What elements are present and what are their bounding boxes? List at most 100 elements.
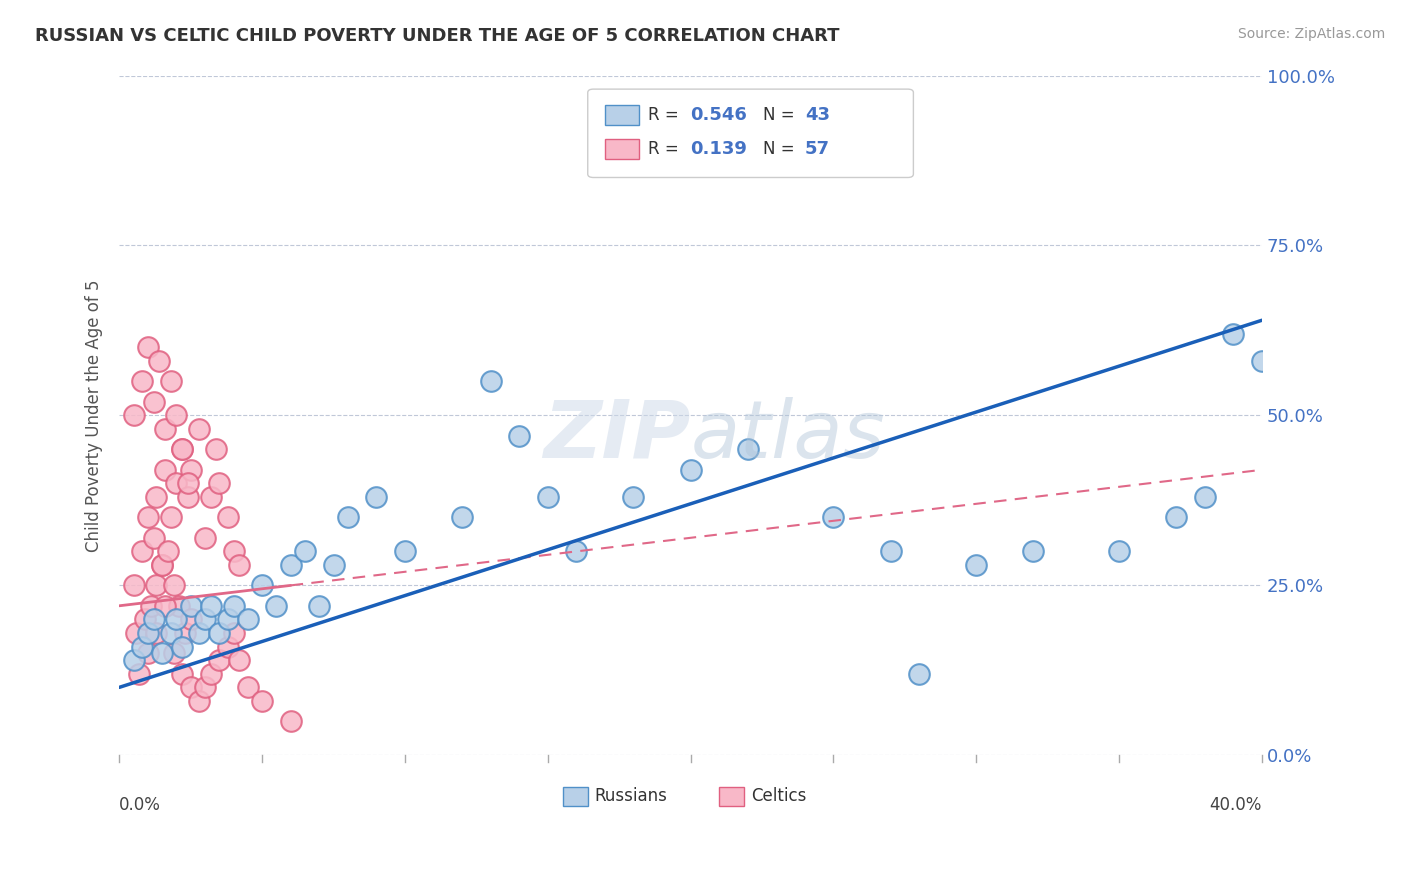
Point	[217, 510, 239, 524]
Point	[153, 599, 176, 613]
Text: N =: N =	[762, 140, 800, 158]
Point	[508, 429, 530, 443]
Point	[565, 544, 588, 558]
Point	[217, 612, 239, 626]
Point	[294, 544, 316, 558]
Point	[148, 354, 170, 368]
Text: Celtics: Celtics	[751, 787, 807, 805]
Point	[128, 666, 150, 681]
Point	[228, 558, 250, 572]
Point	[208, 476, 231, 491]
Point	[180, 463, 202, 477]
Point	[250, 578, 273, 592]
Point	[623, 490, 645, 504]
Point	[136, 510, 159, 524]
Text: 0.546: 0.546	[690, 106, 748, 124]
Point	[180, 612, 202, 626]
Point	[479, 375, 502, 389]
Point	[145, 490, 167, 504]
Point	[537, 490, 560, 504]
Point	[122, 578, 145, 592]
Point	[1108, 544, 1130, 558]
Text: atlas: atlas	[690, 397, 886, 475]
Point	[153, 463, 176, 477]
Point	[131, 640, 153, 654]
Point	[236, 681, 259, 695]
Point	[222, 599, 245, 613]
Point	[150, 646, 173, 660]
Point	[159, 626, 181, 640]
Point	[142, 612, 165, 626]
Point	[188, 626, 211, 640]
Point	[165, 476, 187, 491]
Point	[451, 510, 474, 524]
FancyBboxPatch shape	[588, 89, 914, 178]
Point	[280, 714, 302, 729]
Text: 0.0%: 0.0%	[120, 797, 162, 814]
Point	[1251, 354, 1274, 368]
Point	[679, 463, 702, 477]
Point	[136, 646, 159, 660]
Point	[172, 442, 194, 457]
Point	[156, 544, 179, 558]
Text: N =: N =	[762, 106, 800, 124]
Point	[172, 442, 194, 457]
Point	[150, 558, 173, 572]
Point	[823, 510, 845, 524]
Point	[200, 666, 222, 681]
Point	[205, 442, 228, 457]
Text: RUSSIAN VS CELTIC CHILD POVERTY UNDER THE AGE OF 5 CORRELATION CHART: RUSSIAN VS CELTIC CHILD POVERTY UNDER TH…	[35, 27, 839, 45]
Point	[177, 490, 200, 504]
Point	[266, 599, 288, 613]
Y-axis label: Child Poverty Under the Age of 5: Child Poverty Under the Age of 5	[86, 279, 103, 551]
Point	[188, 422, 211, 436]
Point	[122, 653, 145, 667]
Point	[172, 640, 194, 654]
Point	[737, 442, 759, 457]
Point	[1166, 510, 1188, 524]
Point	[136, 341, 159, 355]
Point	[322, 558, 344, 572]
Point	[965, 558, 987, 572]
Point	[308, 599, 330, 613]
Point	[150, 558, 173, 572]
Point	[162, 578, 184, 592]
Point	[145, 578, 167, 592]
Text: ZIP: ZIP	[543, 397, 690, 475]
Point	[394, 544, 416, 558]
Point	[228, 653, 250, 667]
Point	[280, 558, 302, 572]
Point	[159, 375, 181, 389]
Point	[145, 626, 167, 640]
Point	[194, 681, 217, 695]
Point	[222, 544, 245, 558]
Point	[1194, 490, 1216, 504]
Point	[217, 640, 239, 654]
Point	[165, 409, 187, 423]
Text: R =: R =	[648, 106, 685, 124]
Point	[162, 646, 184, 660]
Point	[136, 626, 159, 640]
Point	[134, 612, 156, 626]
Point	[125, 626, 148, 640]
Text: 57: 57	[804, 140, 830, 158]
Point	[879, 544, 901, 558]
Text: Source: ZipAtlas.com: Source: ZipAtlas.com	[1237, 27, 1385, 41]
Point	[172, 666, 194, 681]
Point	[250, 694, 273, 708]
Point	[167, 599, 190, 613]
Point	[174, 626, 197, 640]
Point	[165, 612, 187, 626]
Point	[142, 531, 165, 545]
Point	[131, 375, 153, 389]
Text: R =: R =	[648, 140, 685, 158]
Bar	[605, 104, 640, 125]
Point	[139, 599, 162, 613]
Point	[131, 544, 153, 558]
Point	[180, 681, 202, 695]
Text: 40.0%: 40.0%	[1209, 797, 1263, 814]
Point	[908, 666, 931, 681]
Point	[122, 409, 145, 423]
Bar	[718, 788, 744, 806]
Point	[1022, 544, 1045, 558]
